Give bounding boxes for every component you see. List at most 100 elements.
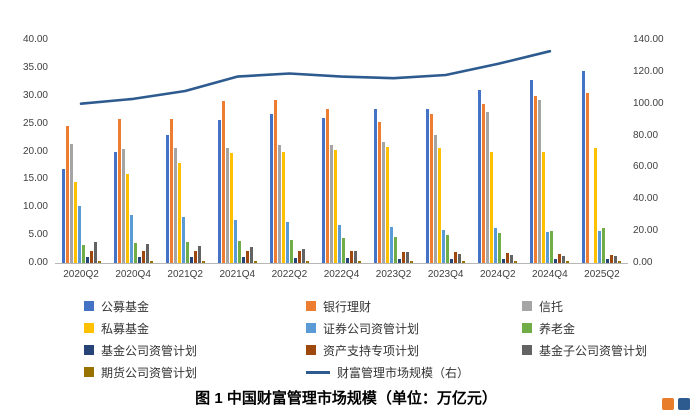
y-axis-left-tick: 0.00: [28, 257, 48, 268]
bar-abs-special-plan-2020Q2: [89, 251, 93, 263]
bar-fund-company-am-plan-2021Q4: [241, 257, 245, 263]
bar-private-funds-2023Q2: [386, 147, 390, 263]
legend-label: 公募基金: [101, 299, 150, 314]
bar-futures-company-am-plan-2023Q2: [410, 261, 414, 263]
bar-bank-wealth-2020Q4: [117, 118, 121, 263]
x-axis-label: 2022Q4: [323, 269, 360, 280]
legend-item-bank-wealth: 银行理财: [306, 299, 522, 314]
y-axis-left-tick: 30.00: [22, 89, 48, 101]
plot-area: [55, 40, 628, 264]
bar-abs-special-plan-2022Q4: [350, 251, 353, 263]
bar-futures-company-am-plan-2025Q2: [618, 261, 622, 263]
bar-abs-special-plan-2020Q4: [141, 251, 145, 263]
y-axis-left-tick: 5.00: [28, 229, 48, 241]
market-scale-line: [79, 49, 552, 106]
bar-fund-subsidiary-am-plan-2021Q4: [249, 247, 253, 263]
bar-fund-company-am-plan-2020Q4: [137, 257, 141, 263]
legend-label: 基金公司资管计划: [101, 343, 198, 358]
x-axis-label: 2024Q2: [479, 269, 516, 280]
bar-bank-wealth-2022Q2: [273, 100, 277, 263]
bar-futures-company-am-plan-2022Q2: [305, 261, 309, 263]
bar-bank-wealth-2023Q2: [378, 121, 382, 263]
y-axis-right-tick: 80.00: [633, 129, 659, 141]
bar-fund-company-am-plan-2022Q2: [293, 257, 297, 263]
bar-fund-subsidiary-am-plan-2023Q4: [458, 253, 462, 263]
legend-swatch-icon: [306, 301, 316, 311]
bar-pension-2020Q2: [81, 244, 85, 263]
bar-fund-subsidiary-am-plan-2020Q2: [93, 242, 97, 263]
bar-public-funds-2023Q2: [374, 108, 378, 263]
bar-fund-subsidiary-am-plan-2024Q4: [562, 255, 566, 263]
bar-private-funds-2020Q4: [125, 173, 129, 263]
bar-private-funds-2021Q2: [177, 163, 181, 263]
bar-trust-2021Q2: [173, 148, 177, 263]
bar-securities-am-plan-2020Q2: [77, 205, 81, 263]
bar-securities-am-plan-2024Q2: [494, 228, 498, 263]
legend-label: 银行理财: [323, 299, 372, 314]
legend-swatch-icon: [84, 345, 94, 355]
bar-futures-company-am-plan-2022Q4: [358, 261, 361, 263]
bar-futures-company-am-plan-2023Q4: [462, 261, 466, 263]
bar-fund-company-am-plan-2023Q4: [450, 258, 454, 263]
bar-trust-2022Q2: [277, 145, 281, 263]
bar-fund-subsidiary-am-plan-2022Q4: [354, 250, 357, 263]
bar-securities-am-plan-2022Q2: [285, 222, 289, 263]
x-axis-label: 2025Q2: [584, 269, 620, 280]
y-axis-left-tick: 35.00: [22, 61, 48, 73]
bar-securities-am-plan-2022Q4: [338, 224, 341, 263]
bar-pension-2023Q4: [446, 235, 450, 263]
bar-bank-wealth-2022Q4: [326, 108, 329, 263]
y-axis-left-tick: 10.00: [22, 201, 48, 213]
legend-label: 资产支持专项计划: [323, 343, 420, 358]
chart-legend: 公募基金 银行理财 信托 私募基金 证券公司资管计划 养老金 基金公司资管计划 资产支持专项计…: [84, 299, 650, 380]
legend-item-securities-am-plan: 证券公司资管计划: [306, 321, 522, 336]
legend-label: 证券公司资管计划: [323, 321, 420, 336]
x-axis-label: 2023Q2: [375, 269, 412, 280]
bar-private-funds-2021Q4: [229, 152, 233, 263]
bar-futures-company-am-plan-2020Q2: [97, 261, 101, 263]
bar-futures-company-am-plan-2021Q4: [253, 261, 257, 263]
bar-pension-2021Q4: [237, 240, 241, 263]
bar-private-funds-2022Q2: [281, 151, 285, 263]
bar-securities-am-plan-2024Q4: [546, 231, 550, 263]
bar-abs-special-plan-2022Q2: [297, 250, 301, 263]
bar-pension-2020Q4: [133, 243, 137, 263]
bar-bank-wealth-2020Q2: [65, 126, 69, 263]
legend-swatch-icon: [84, 301, 94, 311]
bar-public-funds-2021Q4: [217, 120, 221, 263]
bar-fund-company-am-plan-2021Q2: [189, 257, 193, 263]
x-axis-label: 2021Q2: [167, 269, 203, 280]
legend-item-pension: 养老金: [522, 321, 650, 336]
legend-swatch-icon: [306, 323, 316, 333]
bar-bank-wealth-2025Q2: [586, 92, 590, 263]
legend-label: 期货公司资管计划: [101, 365, 198, 380]
bar-futures-company-am-plan-2024Q4: [566, 261, 570, 263]
bar-trust-2023Q4: [434, 135, 438, 263]
bar-securities-am-plan-2021Q2: [181, 216, 185, 263]
logo-mark-orange: [662, 398, 674, 410]
bar-bank-wealth-2023Q4: [430, 113, 434, 263]
bar-securities-am-plan-2025Q2: [598, 230, 602, 263]
bar-futures-company-am-plan-2020Q4: [149, 261, 153, 263]
legend-item-fund-company-am-plan: 基金公司资管计划: [84, 343, 306, 358]
bar-abs-special-plan-2023Q4: [454, 252, 458, 263]
bar-fund-subsidiary-am-plan-2021Q2: [197, 245, 201, 263]
clipped-logo: [658, 395, 692, 414]
bar-pension-2022Q2: [289, 239, 293, 263]
bar-fund-subsidiary-am-plan-2023Q2: [406, 252, 410, 263]
legend-line-icon: [306, 370, 330, 374]
bar-trust-2021Q4: [225, 148, 229, 263]
bar-fund-company-am-plan-2024Q2: [502, 258, 506, 263]
y-axis-right-tick: 0.00: [633, 257, 653, 268]
bar-public-funds-2020Q2: [61, 168, 65, 263]
legend-swatch-icon: [522, 301, 532, 311]
y-axis-right-tick: 100.00: [633, 97, 664, 109]
bar-fund-subsidiary-am-plan-2025Q2: [614, 256, 618, 263]
legend-swatch-icon: [522, 323, 532, 333]
legend-item-abs-special-plan: 资产支持专项计划: [306, 343, 522, 358]
bar-pension-2023Q2: [394, 236, 398, 263]
bar-bank-wealth-2021Q4: [221, 101, 225, 263]
bar-abs-special-plan-2024Q2: [506, 252, 510, 263]
bar-private-funds-2024Q2: [490, 152, 494, 263]
